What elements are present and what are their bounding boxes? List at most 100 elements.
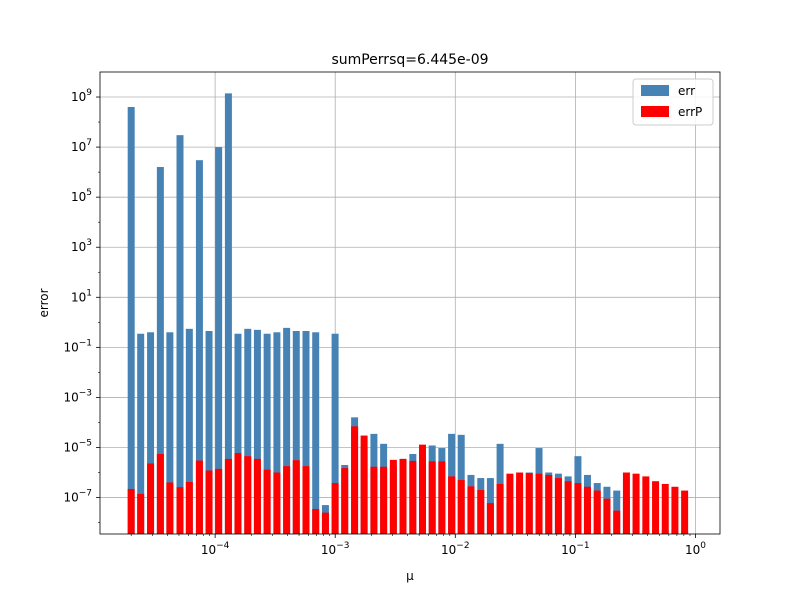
y-tick-label: 10−1: [63, 338, 92, 354]
x-tick-label: 10−3: [321, 541, 350, 557]
bar-errP: [176, 487, 184, 534]
chart-title: sumPerrsq=6.445e-09: [331, 52, 488, 68]
bar-errP: [583, 486, 591, 534]
bar-errP: [438, 461, 446, 534]
bar-errP: [525, 473, 533, 534]
bar-err: [176, 135, 184, 534]
bar-errP: [137, 493, 145, 534]
bar-errP: [185, 481, 193, 534]
bar-errP: [632, 473, 640, 534]
bar-errP: [341, 468, 349, 534]
bar-err: [253, 329, 261, 534]
bar-errP: [234, 453, 242, 534]
bar-errP: [642, 476, 650, 534]
bar-errP: [292, 460, 300, 534]
bar-err: [283, 327, 291, 534]
bar-errP: [448, 476, 456, 534]
x-tick-label: 10−2: [441, 541, 470, 557]
bar-errP: [360, 435, 368, 534]
bar-errP: [516, 472, 524, 534]
y-tick-label: 107: [71, 138, 92, 154]
x-axis-label: μ: [406, 569, 414, 583]
legend-swatch-errP: [641, 106, 669, 117]
bar-errP: [302, 466, 310, 534]
bar-err: [185, 328, 193, 534]
legend-label-err: err: [678, 84, 695, 98]
bar-errP: [215, 468, 223, 534]
bar-errP: [477, 490, 485, 534]
bar-err: [273, 332, 281, 534]
bar-errP: [593, 490, 601, 534]
bar-err: [137, 333, 145, 534]
bar-errP: [263, 469, 271, 534]
bar-errP: [321, 512, 329, 534]
bar-errP: [603, 498, 611, 534]
bar-errP: [545, 474, 553, 534]
y-tick-label: 105: [71, 188, 92, 204]
bar-errP: [253, 458, 261, 534]
y-axis-ticks: 10−7 10−5 10−3 10−1 101 103 105 107 109: [63, 88, 100, 523]
bar-errP: [535, 473, 543, 534]
bar-errP: [147, 463, 155, 534]
y-tick-label: 10−7: [63, 489, 92, 505]
bar-err: [244, 328, 252, 534]
bar-errP: [574, 483, 582, 534]
bar-errP: [399, 458, 407, 534]
bar-errP: [652, 481, 660, 534]
y-axis-label: error: [37, 288, 51, 317]
bar-errP: [244, 456, 252, 534]
bar-errP: [554, 478, 562, 534]
bar-errP: [671, 486, 679, 534]
bar-errP: [428, 461, 436, 534]
bar-errP: [283, 466, 291, 534]
bar-errP: [622, 472, 630, 534]
bar-err: [147, 332, 155, 534]
bar-errP: [127, 488, 135, 534]
x-tick-label: 10−1: [561, 541, 590, 557]
bar-errP: [613, 510, 621, 534]
bar-errP: [486, 503, 494, 534]
plot-frame: [99, 71, 721, 535]
legend-swatch-err: [641, 85, 669, 96]
bar-errP: [496, 483, 504, 534]
bar-err: [156, 167, 164, 534]
bar-errP: [331, 483, 339, 534]
bar-errP: [370, 466, 378, 534]
bar-errP: [351, 426, 359, 534]
x-axis-ticks: 10−4 10−3 10−2 10−1 100: [130, 534, 706, 557]
bar-err: [127, 106, 135, 534]
bar-errP: [467, 486, 475, 534]
bar-errP: [661, 483, 669, 534]
y-tick-label: 10−5: [63, 438, 92, 454]
bar-errP: [224, 458, 232, 534]
bar-errP: [273, 472, 281, 534]
bar-err: [215, 147, 223, 534]
bar-errP: [195, 460, 203, 534]
bar-err: [195, 160, 203, 534]
bar-errP: [681, 490, 689, 534]
bar-err: [263, 333, 271, 534]
bar-err: [292, 331, 300, 534]
series-err-bars: [127, 93, 689, 534]
bar-err: [166, 332, 174, 534]
bar-errP: [156, 453, 164, 534]
y-tick-label: 103: [71, 238, 92, 254]
bar-err: [331, 333, 339, 534]
bar-errP: [205, 470, 213, 534]
bar-err: [205, 331, 213, 534]
series-errP-bars: [127, 426, 689, 534]
bar-errP: [418, 444, 426, 534]
y-tick-label: 109: [71, 88, 92, 104]
legend-label-errP: errP: [678, 105, 702, 119]
y-tick-label: 101: [71, 288, 92, 304]
bar-err: [302, 331, 310, 534]
bar-errP: [312, 508, 320, 534]
y-tick-label: 10−3: [63, 388, 92, 404]
x-tick-label: 100: [685, 541, 706, 557]
bar-errP: [166, 482, 174, 534]
bar-errP: [506, 473, 514, 534]
bar-err: [234, 333, 242, 534]
bar-err: [224, 93, 232, 534]
legend: err errP: [632, 78, 714, 126]
bar-errP: [409, 460, 417, 534]
